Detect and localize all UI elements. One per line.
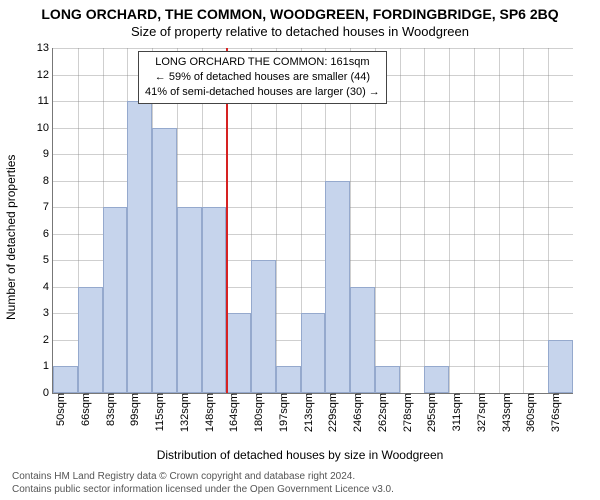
annotation-line: ← 59% of detached houses are smaller (44… — [145, 70, 380, 85]
chart-container: LONG ORCHARD, THE COMMON, WOODGREEN, FOR… — [0, 0, 600, 500]
annotation-box: LONG ORCHARD THE COMMON: 161sqm← 59% of … — [138, 51, 387, 104]
x-tick-label: 262sqm — [373, 393, 389, 432]
x-tick-label: 278sqm — [398, 393, 414, 432]
gridline-v — [449, 48, 450, 393]
y-axis-label: Number of detached properties — [4, 65, 18, 230]
x-tick-label: 66sqm — [76, 393, 92, 426]
y-tick-label: 13 — [37, 42, 53, 54]
y-tick-label: 3 — [43, 307, 53, 319]
histogram-bar — [325, 181, 350, 393]
histogram-bar — [276, 366, 301, 393]
gridline-v — [400, 48, 401, 393]
chart-subtitle: Size of property relative to detached ho… — [0, 24, 600, 39]
y-tick-label: 11 — [38, 95, 53, 107]
histogram-bar — [202, 207, 227, 393]
histogram-bar — [301, 313, 326, 393]
histogram-bar — [548, 340, 573, 393]
x-tick-label: 197sqm — [274, 393, 290, 432]
x-tick-label: 246sqm — [348, 393, 364, 432]
histogram-bar — [375, 366, 400, 393]
plot-area: 01234567891011121350sqm66sqm83sqm99sqm11… — [52, 48, 573, 394]
x-tick-label: 83sqm — [101, 393, 117, 426]
histogram-bar — [424, 366, 449, 393]
y-tick-label: 1 — [43, 360, 53, 372]
x-tick-label: 180sqm — [249, 393, 265, 432]
y-tick-label: 6 — [43, 228, 53, 240]
histogram-bar — [152, 128, 177, 393]
gridline-v — [523, 48, 524, 393]
x-tick-label: 50sqm — [51, 393, 67, 426]
y-tick-label: 8 — [43, 175, 53, 187]
x-tick-label: 311sqm — [447, 393, 463, 431]
annotation-line: LONG ORCHARD THE COMMON: 161sqm — [145, 55, 380, 70]
gridline-h — [53, 48, 573, 49]
x-tick-label: 376sqm — [546, 393, 562, 432]
x-tick-label: 229sqm — [323, 393, 339, 432]
histogram-bar — [78, 287, 103, 393]
x-tick-label: 148sqm — [200, 393, 216, 432]
gridline-v — [474, 48, 475, 393]
y-tick-label: 7 — [43, 201, 53, 213]
x-tick-label: 295sqm — [422, 393, 438, 432]
footer: Contains HM Land Registry data © Crown c… — [0, 470, 600, 496]
histogram-bar — [177, 207, 202, 393]
x-tick-label: 213sqm — [299, 393, 315, 432]
footer-line-1: Contains HM Land Registry data © Crown c… — [12, 470, 600, 483]
x-tick-label: 343sqm — [497, 393, 513, 432]
x-tick-label: 164sqm — [224, 393, 240, 432]
x-axis-label: Distribution of detached houses by size … — [0, 448, 600, 462]
histogram-bar — [103, 207, 128, 393]
y-tick-label: 4 — [43, 281, 53, 293]
x-tick-label: 327sqm — [472, 393, 488, 432]
y-tick-label: 5 — [43, 254, 53, 266]
chart-title: LONG ORCHARD, THE COMMON, WOODGREEN, FOR… — [0, 6, 600, 22]
gridline-v — [424, 48, 425, 393]
annotation-line: 41% of semi-detached houses are larger (… — [145, 85, 380, 100]
y-tick-label: 12 — [37, 69, 53, 81]
x-tick-label: 132sqm — [175, 393, 191, 432]
footer-line-2: Contains public sector information licen… — [12, 483, 600, 496]
histogram-bar — [226, 313, 251, 393]
histogram-bar — [251, 260, 276, 393]
histogram-bar — [350, 287, 375, 393]
y-tick-label: 10 — [37, 122, 53, 134]
gridline-v — [499, 48, 500, 393]
y-tick-label: 9 — [43, 148, 53, 160]
x-tick-label: 115sqm — [150, 393, 166, 431]
x-tick-label: 360sqm — [521, 393, 537, 432]
histogram-bar — [127, 101, 152, 393]
x-tick-label: 99sqm — [125, 393, 141, 426]
histogram-bar — [53, 366, 78, 393]
y-tick-label: 2 — [43, 334, 53, 346]
